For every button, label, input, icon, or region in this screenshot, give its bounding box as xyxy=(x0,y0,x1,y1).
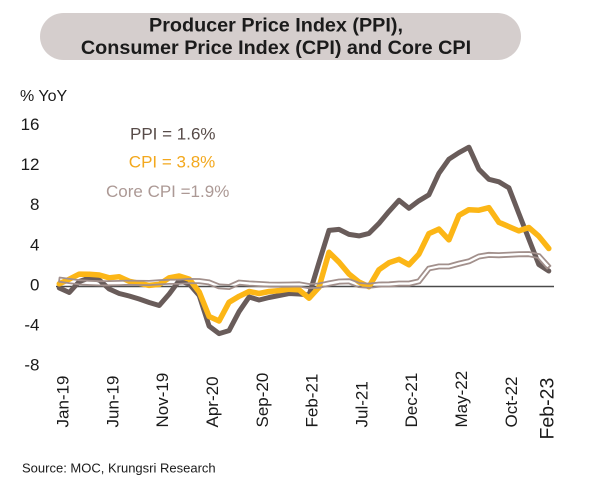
svg-text:12: 12 xyxy=(21,155,40,174)
svg-text:Jul-21: Jul-21 xyxy=(352,381,371,427)
svg-text:Producer Price Index (PPI),: Producer Price Index (PPI), xyxy=(149,15,403,37)
svg-text:Jun-19: Jun-19 xyxy=(103,376,122,428)
svg-text:Oct-22: Oct-22 xyxy=(502,376,521,427)
svg-text:CPI = 3.8%: CPI = 3.8% xyxy=(129,153,215,172)
svg-text:Feb-23: Feb-23 xyxy=(537,378,559,440)
svg-text:Consumer Price Index (CPI) and: Consumer Price Index (CPI) and Core CPI xyxy=(81,37,471,59)
svg-text:PPI = 1.6%: PPI = 1.6% xyxy=(130,125,216,144)
svg-text:Dec-21: Dec-21 xyxy=(402,373,421,428)
svg-text:Feb-21: Feb-21 xyxy=(303,374,322,428)
svg-text:4: 4 xyxy=(30,235,39,254)
svg-text:Source: MOC, Krungsri Research: Source: MOC, Krungsri Research xyxy=(22,461,216,476)
svg-text:-8: -8 xyxy=(24,356,39,375)
svg-text:0: 0 xyxy=(30,275,39,294)
svg-text:Apr-20: Apr-20 xyxy=(203,376,222,427)
svg-text:8: 8 xyxy=(30,195,39,214)
svg-text:-4: -4 xyxy=(24,316,39,335)
svg-text:% YoY: % YoY xyxy=(20,88,67,105)
svg-text:16: 16 xyxy=(21,115,40,134)
svg-text:Nov-19: Nov-19 xyxy=(153,373,172,428)
svg-text:May-22: May-22 xyxy=(452,371,471,428)
svg-text:Sep-20: Sep-20 xyxy=(253,373,272,428)
svg-text:Jan-19: Jan-19 xyxy=(54,376,73,428)
svg-text:Core CPI =1.9%: Core CPI =1.9% xyxy=(106,182,229,201)
